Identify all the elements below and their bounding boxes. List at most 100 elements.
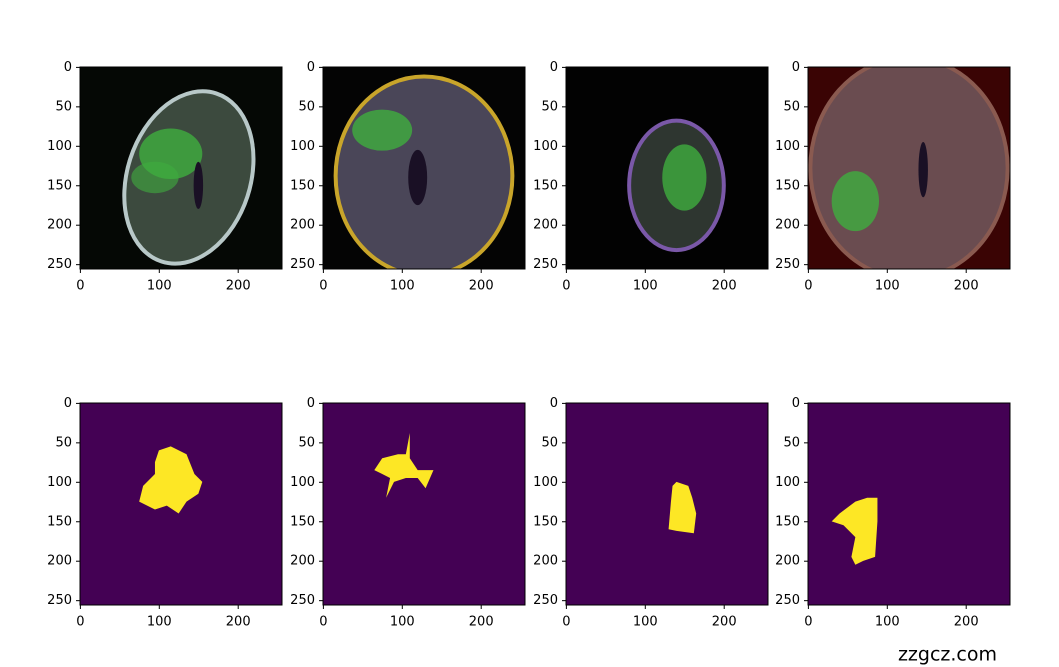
y-tick-label: 50 — [298, 435, 315, 450]
y-tick-label: 200 — [533, 218, 558, 233]
axes-frame — [79, 66, 283, 270]
y-tick-label: 0 — [64, 60, 72, 75]
image — [566, 403, 768, 605]
x-tick-label: 0 — [76, 615, 84, 630]
y-tick-label: 150 — [290, 178, 315, 193]
y-tick-label: 100 — [533, 139, 558, 154]
y-tick-label: 50 — [298, 99, 315, 114]
x-tick-label: 100 — [633, 615, 658, 630]
y-tick-label: 100 — [775, 475, 800, 490]
y-tick-label: 50 — [541, 99, 558, 114]
y-tick-label: 150 — [290, 514, 315, 529]
x-tick-label: 100 — [633, 279, 658, 294]
y-tick-label: 150 — [775, 178, 800, 193]
y-tick-label: 100 — [290, 139, 315, 154]
ventricle — [918, 141, 928, 198]
image — [80, 403, 282, 605]
y-tick-label: 150 — [533, 178, 558, 193]
x-tick-label: 200 — [954, 615, 979, 630]
image-panel: 0 50 100 150 200 250 0 100 200 — [47, 60, 283, 294]
x-tick-label: 0 — [562, 279, 570, 294]
y-tick-label: 50 — [55, 435, 72, 450]
mask-background — [323, 403, 525, 605]
image-panel: 0 50 100 150 200 250 0 100 200 — [290, 60, 526, 294]
y-tick-label: 100 — [290, 475, 315, 490]
y-tick-label: 0 — [307, 60, 315, 75]
y-tick-label: 250 — [775, 257, 800, 272]
image-panel: 0 50 100 150 200 250 0 100 200 — [47, 396, 283, 630]
y-tick-label: 100 — [47, 139, 72, 154]
y-tick-label: 250 — [775, 593, 800, 608]
mask-region — [668, 481, 697, 534]
y-tick-label: 100 — [775, 139, 800, 154]
axes-frame — [565, 66, 769, 270]
axes-frame — [807, 66, 1011, 270]
mask-region — [374, 432, 434, 498]
x-tick-label: 200 — [469, 279, 494, 294]
y-tick-label: 200 — [775, 218, 800, 233]
y-tick-label: 200 — [47, 554, 72, 569]
y-tick-label: 250 — [533, 593, 558, 608]
x-tick-label: 200 — [226, 615, 251, 630]
x-tick-label: 100 — [875, 615, 900, 630]
x-tick-label: 200 — [712, 615, 737, 630]
y-tick-label: 150 — [775, 514, 800, 529]
y-tick-label: 0 — [550, 396, 558, 411]
ventricle — [408, 149, 428, 206]
y-tick-label: 200 — [533, 554, 558, 569]
lesion-highlight — [831, 171, 880, 232]
x-tick-label: 0 — [804, 615, 812, 630]
image — [808, 403, 1010, 605]
x-tick-label: 100 — [147, 615, 172, 630]
x-tick-label: 200 — [954, 279, 979, 294]
y-tick-label: 50 — [783, 99, 800, 114]
y-tick-label: 50 — [541, 435, 558, 450]
image-panel: 0 50 100 150 200 250 0 100 200 — [533, 60, 769, 294]
mask-region — [831, 497, 878, 565]
image — [80, 67, 282, 269]
x-tick-label: 100 — [390, 279, 415, 294]
image-panel: 0 50 100 150 200 250 0 100 200 — [775, 396, 1011, 630]
y-tick-label: 200 — [290, 554, 315, 569]
x-tick-label: 200 — [469, 615, 494, 630]
y-tick-label: 200 — [47, 218, 72, 233]
axes-frame — [565, 402, 769, 606]
y-tick-label: 100 — [47, 475, 72, 490]
lesion-highlight — [131, 161, 179, 194]
y-tick-label: 200 — [290, 218, 315, 233]
ventricle — [193, 161, 204, 210]
image — [323, 67, 525, 269]
x-tick-label: 200 — [712, 279, 737, 294]
x-tick-label: 100 — [147, 279, 172, 294]
axes-frame — [322, 402, 526, 606]
y-tick-label: 0 — [792, 396, 800, 411]
x-tick-label: 0 — [76, 279, 84, 294]
y-tick-label: 0 — [792, 60, 800, 75]
axes-frame — [807, 402, 1011, 606]
image-panel: 0 50 100 150 200 250 0 100 200 — [290, 396, 526, 630]
y-tick-label: 0 — [307, 396, 315, 411]
y-tick-label: 250 — [47, 593, 72, 608]
x-tick-label: 0 — [804, 279, 812, 294]
mask-background — [566, 403, 768, 605]
y-tick-label: 0 — [550, 60, 558, 75]
y-tick-label: 150 — [47, 178, 72, 193]
watermark: zzgcz.com — [898, 644, 997, 666]
mask-background — [808, 403, 1010, 605]
y-tick-label: 100 — [533, 475, 558, 490]
y-tick-label: 0 — [64, 396, 72, 411]
image-panel: 0 50 100 150 200 250 0 100 200 — [775, 60, 1011, 294]
mask-region — [139, 446, 203, 514]
y-tick-label: 50 — [55, 99, 72, 114]
y-tick-label: 250 — [290, 257, 315, 272]
image — [323, 403, 525, 605]
x-tick-label: 0 — [319, 615, 327, 630]
y-tick-label: 150 — [533, 514, 558, 529]
y-tick-label: 200 — [775, 554, 800, 569]
image — [566, 67, 768, 269]
x-tick-label: 0 — [319, 279, 327, 294]
x-tick-label: 200 — [226, 279, 251, 294]
axes-frame — [79, 402, 283, 606]
axes-frame — [322, 66, 526, 270]
